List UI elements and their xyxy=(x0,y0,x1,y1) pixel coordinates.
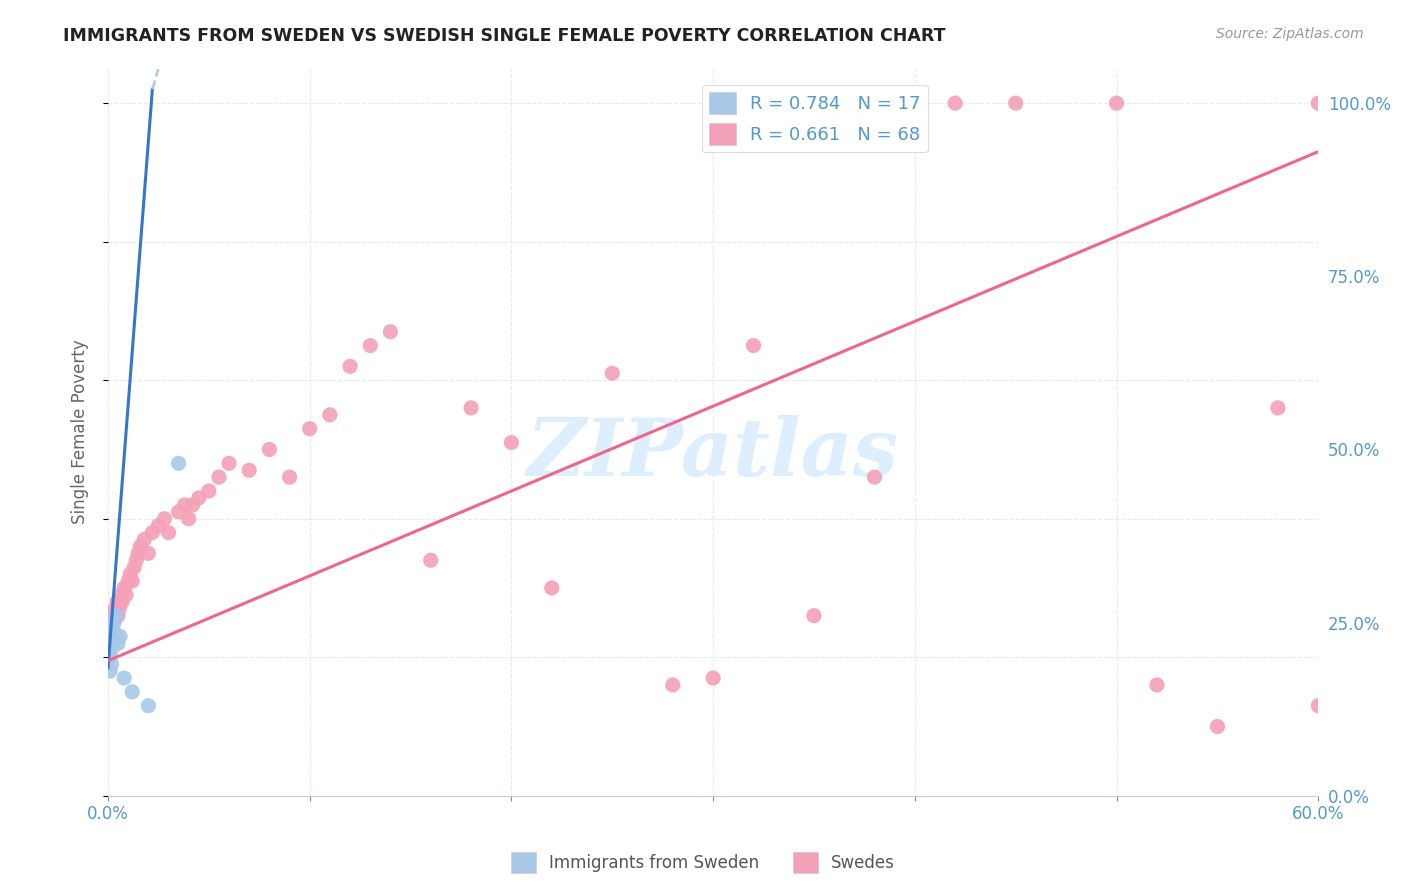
Point xyxy=(105,608,128,623)
Point xyxy=(100,615,122,630)
Point xyxy=(319,408,342,422)
Point xyxy=(540,581,562,595)
Point xyxy=(98,630,121,644)
Point xyxy=(218,456,240,470)
Point xyxy=(105,608,128,623)
Point xyxy=(904,96,927,111)
Point xyxy=(103,615,125,630)
Point xyxy=(803,608,825,623)
Point xyxy=(259,442,281,457)
Point xyxy=(359,338,381,352)
Point xyxy=(108,601,131,615)
Point xyxy=(600,366,623,380)
Point xyxy=(1004,96,1026,111)
Point xyxy=(198,483,221,498)
Text: IMMIGRANTS FROM SWEDEN VS SWEDISH SINGLE FEMALE POVERTY CORRELATION CHART: IMMIGRANTS FROM SWEDEN VS SWEDISH SINGLE… xyxy=(63,27,946,45)
Point xyxy=(100,643,122,657)
Point xyxy=(104,630,127,644)
Point xyxy=(101,623,124,637)
Point xyxy=(702,671,724,685)
Y-axis label: Single Female Poverty: Single Female Poverty xyxy=(72,340,89,524)
Point xyxy=(98,615,121,630)
Point xyxy=(167,505,190,519)
Point xyxy=(136,546,159,560)
Point xyxy=(187,491,209,505)
Point xyxy=(121,574,143,588)
Point xyxy=(460,401,482,415)
Point xyxy=(173,498,195,512)
Legend: R = 0.784   N = 17, R = 0.661   N = 68: R = 0.784 N = 17, R = 0.661 N = 68 xyxy=(702,85,928,153)
Point xyxy=(136,698,159,713)
Point xyxy=(110,588,132,602)
Point xyxy=(148,518,170,533)
Point xyxy=(863,470,886,484)
Point xyxy=(120,567,142,582)
Point xyxy=(108,630,131,644)
Point xyxy=(1206,719,1229,733)
Text: Source: ZipAtlas.com: Source: ZipAtlas.com xyxy=(1216,27,1364,41)
Point xyxy=(1308,698,1330,713)
Point xyxy=(111,595,134,609)
Point xyxy=(208,470,231,484)
Point xyxy=(238,463,260,477)
Point xyxy=(117,574,139,588)
Point xyxy=(98,623,121,637)
Point xyxy=(153,512,176,526)
Point xyxy=(141,525,163,540)
Point xyxy=(1105,96,1128,111)
Point xyxy=(662,678,685,692)
Point xyxy=(101,623,124,637)
Point xyxy=(108,595,131,609)
Point xyxy=(121,685,143,699)
Point xyxy=(501,435,523,450)
Point xyxy=(803,96,825,111)
Point xyxy=(278,470,301,484)
Point xyxy=(181,498,204,512)
Point xyxy=(103,608,125,623)
Point xyxy=(177,512,200,526)
Point xyxy=(100,630,122,644)
Point xyxy=(112,671,135,685)
Point xyxy=(298,422,321,436)
Point xyxy=(129,540,152,554)
Point xyxy=(1267,401,1289,415)
Point xyxy=(100,657,122,672)
Point xyxy=(742,338,765,352)
Point xyxy=(115,588,138,602)
Point xyxy=(125,553,148,567)
Point xyxy=(1308,96,1330,111)
Point xyxy=(107,636,129,650)
Point xyxy=(112,581,135,595)
Point xyxy=(167,456,190,470)
Point xyxy=(101,630,124,644)
Point xyxy=(101,608,124,623)
Point xyxy=(104,601,127,615)
Point xyxy=(98,664,121,678)
Point xyxy=(107,608,129,623)
Point xyxy=(157,525,180,540)
Point xyxy=(943,96,966,111)
Point xyxy=(134,533,156,547)
Point xyxy=(1146,678,1168,692)
Point xyxy=(101,636,124,650)
Point xyxy=(419,553,441,567)
Point xyxy=(105,595,128,609)
Point xyxy=(122,560,145,574)
Point xyxy=(98,650,121,665)
Legend: Immigrants from Sweden, Swedes: Immigrants from Sweden, Swedes xyxy=(505,846,901,880)
Point xyxy=(380,325,402,339)
Point xyxy=(127,546,149,560)
Point xyxy=(339,359,361,374)
Point xyxy=(100,608,122,623)
Text: ZIPatlas: ZIPatlas xyxy=(527,415,900,492)
Point xyxy=(101,615,124,630)
